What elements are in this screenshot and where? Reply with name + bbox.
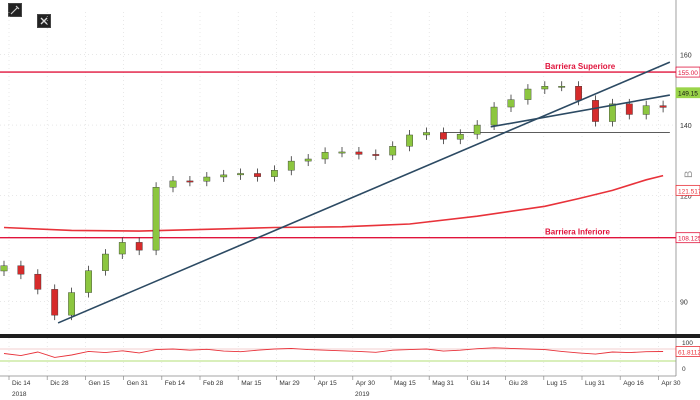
time-tick-label: Giu 14 [470,380,490,387]
candle-body [642,105,650,115]
barrier-value-tag [675,232,700,244]
candle-body [51,289,59,316]
candle-body [355,151,363,155]
candle-body [321,152,329,160]
candle-body [118,242,126,255]
candle-body [440,132,447,140]
value-tag [675,184,700,196]
legend-letter: B [683,171,695,178]
time-tick-label: Mag 15 [394,380,416,387]
time-tick-label: Apr 15 [318,380,338,387]
candle-body [389,146,397,156]
price-tick-label: 160 [680,52,692,59]
barrier-levels-layer: Barriera Superiore Barriera Inferiore [0,62,676,239]
oscillator-line [3,347,664,358]
time-tick-label: Feb 28 [203,380,224,387]
candle-body [254,173,261,177]
price-tick-label: 140 [680,123,692,130]
candle-body [575,85,583,101]
value-tag [675,87,700,99]
osc-tick-label: 100 [682,340,693,347]
candle-body [625,103,633,115]
trendline [490,94,670,128]
time-tick-label: Feb 14 [165,380,186,387]
draw-tool-icon[interactable] [8,3,22,17]
barrier-value-label: 155.00 [678,70,698,77]
time-tick-label: Mag 31 [432,380,454,387]
year-label: 2018 [12,391,27,398]
osc-tick-label: 0 [682,366,686,373]
candle-body [423,132,430,136]
candle-body [524,88,532,100]
price-axis: 160 140 120 90 155.00 108.1256 149.15 121.5175 [675,0,700,334]
candle-body [304,158,312,162]
candle-body [287,160,295,171]
candlesticks-layer [0,81,667,321]
candle-body [85,270,92,293]
candle-body [338,151,346,154]
time-tick-label: Gen 31 [127,380,149,387]
time-tick-label: Mar 15 [241,380,262,387]
candle-body [406,134,413,147]
candle-body [169,180,177,188]
time-tick-label: Lug 15 [547,380,567,387]
candle-body [101,253,109,271]
barrier-label: Barriera Inferiore [545,228,610,237]
osc-value-label: 61.8112 [678,349,700,356]
candle-body [507,99,515,108]
candle-body [220,174,228,178]
time-tick-label: Gen 15 [88,380,110,387]
candle-body [372,154,380,156]
candle-body [592,100,599,122]
candle-body [135,242,143,251]
trendlines-layer [57,61,671,324]
time-axis: Dic 14 Dic 28 Gen 15 Gen 31 Feb 14 Feb 28 Mar … [0,375,681,398]
osc-value-tag [675,346,700,357]
candle-body [490,106,498,126]
barrier-value-label: 108.1256 [678,236,700,243]
value-tag-label: 121.5175 [678,188,700,195]
candle-body [659,105,667,108]
year-label: 2019 [355,391,370,398]
time-tick-label: Mar 29 [279,380,300,387]
price-tick-label: 90 [680,300,688,307]
candle-body [186,180,194,183]
candle-body [541,85,549,90]
candle-body [0,265,8,272]
time-tick-label: Ago 16 [623,380,644,387]
price-axis-bg [676,0,700,334]
candle-body [152,187,160,251]
moving-average-line [3,174,664,232]
time-tick-label: Apr 30 [356,380,376,387]
panel-separator [0,334,700,338]
oscillator-panel: 100 0 61.8112 [0,334,700,376]
candle-body [473,124,481,135]
candle-body [271,170,278,177]
candle-body [609,103,616,122]
barrier-value-tag [675,66,700,78]
candle-body [203,176,211,182]
moving-average-layer [3,174,664,232]
candle-body [34,273,42,290]
grid-lines [0,12,676,372]
price-tick-label: 120 [680,194,692,201]
time-tick-label: Lug 31 [585,380,605,387]
time-tick-label: Dic 28 [50,380,69,387]
time-tick-label: Giu 28 [509,380,529,387]
time-tick-label: Dic 14 [12,380,31,387]
candle-body [17,265,25,275]
time-tick-label: Apr 30 [661,380,681,387]
value-tag-label: 149.15 [678,91,698,98]
candle-body [237,173,244,176]
candle-body [558,85,566,88]
trendline [57,61,671,324]
candle-body [456,134,464,140]
candle-body [68,292,76,316]
barrier-label: Barriera Superiore [545,62,616,71]
